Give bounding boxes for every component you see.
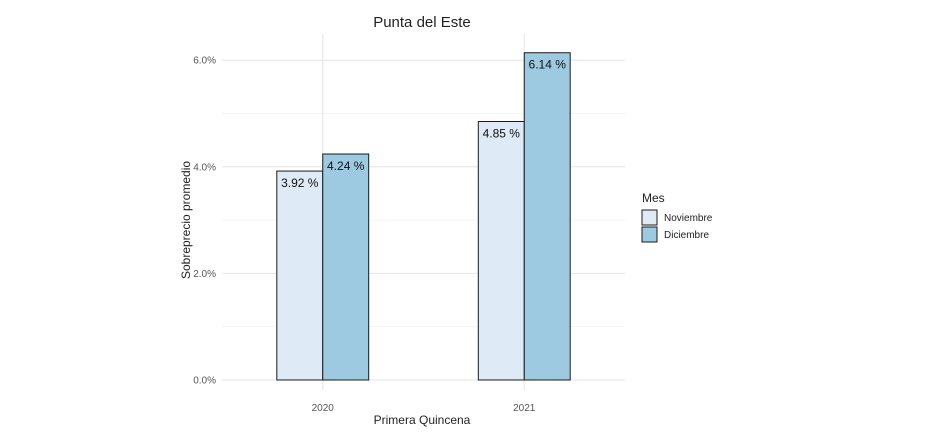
bar-noviembre-2020 bbox=[276, 170, 324, 381]
bar-data-label: 6.14 % bbox=[529, 58, 567, 72]
bar-diciembre-2021 bbox=[523, 52, 571, 381]
bar-data-label: 3.92 % bbox=[281, 176, 319, 190]
y-axis: 0.0% 2.0% 4.0% 6.0% bbox=[193, 56, 216, 387]
legend-label-noviembre: Noviembre bbox=[664, 213, 713, 224]
chart-title: Punta del Este bbox=[373, 14, 471, 31]
y-tick-label: 2.0% bbox=[193, 269, 216, 280]
y-tick-label: 6.0% bbox=[193, 56, 216, 67]
bar-diciembre-2020 bbox=[322, 153, 370, 381]
legend-swatch-noviembre bbox=[641, 209, 658, 226]
legend-swatch-diciembre bbox=[641, 226, 658, 243]
x-tick-label: 2020 bbox=[312, 403, 335, 414]
y-tick-label: 4.0% bbox=[193, 162, 216, 173]
bar-data-label: 4.85 % bbox=[483, 126, 521, 140]
legend-label-diciembre: Diciembre bbox=[664, 230, 709, 241]
y-tick-label: 0.0% bbox=[193, 376, 216, 387]
y-axis-title: Sobreprecio promedio bbox=[179, 161, 193, 279]
legend-title: Mes bbox=[642, 191, 665, 205]
bars: 3.92 % 4.24 % 4.85 % 6.14 % bbox=[276, 52, 571, 381]
bar-data-label: 4.24 % bbox=[327, 159, 365, 173]
x-axis-title: Primera Quincena bbox=[374, 413, 471, 427]
legend: Mes Noviembre Diciembre bbox=[641, 191, 713, 243]
x-tick-label: 2021 bbox=[513, 403, 536, 414]
x-axis: 2020 2021 bbox=[312, 403, 536, 414]
bar-noviembre-2021 bbox=[477, 120, 525, 381]
